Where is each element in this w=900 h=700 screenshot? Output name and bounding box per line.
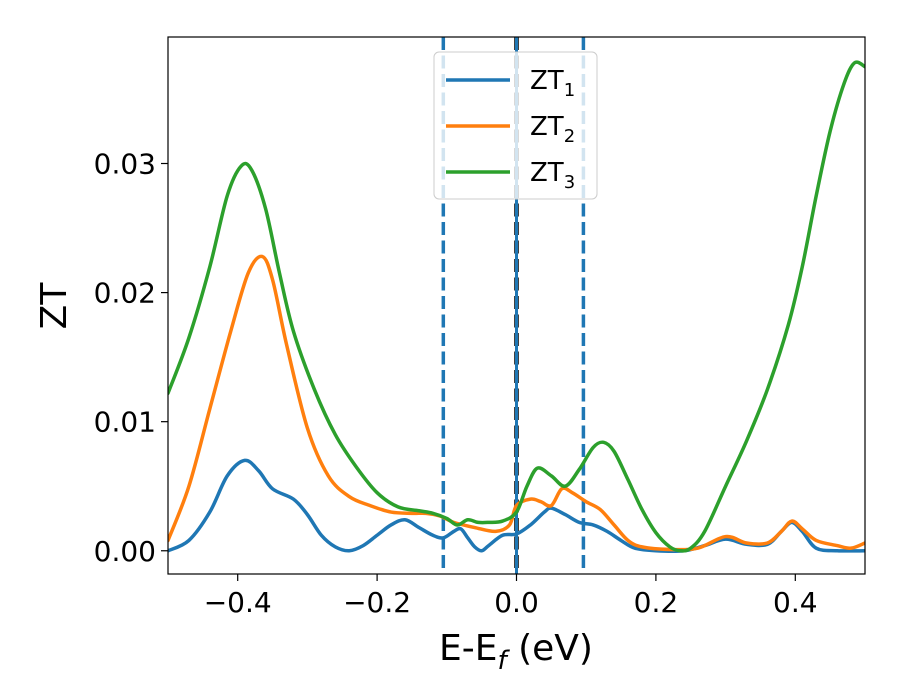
y-tick-label: 0.01 (94, 406, 156, 439)
legend-entry-zt3: ZT3 (446, 158, 575, 193)
series-line-zt1 (168, 458, 865, 554)
y-axis-ticks: 0.00 0.01 0.02 0.03 (94, 148, 168, 568)
series-lines (168, 60, 865, 554)
x-axis-title-unit: (eV) (507, 628, 593, 669)
x-tick-label: 0.0 (494, 586, 539, 619)
legend-label: ZT1 (530, 66, 575, 101)
x-tick-label: −0.2 (343, 586, 411, 619)
x-tick-label: −0.4 (204, 586, 272, 619)
y-tick-label: 0.00 (94, 535, 156, 568)
y-tick-label: 0.03 (94, 148, 156, 181)
legend-box (433, 51, 598, 200)
x-axis-title: E-Ef (eV) (439, 628, 593, 676)
x-axis-ticks: −0.4 −0.2 0.0 0.2 0.4 (204, 574, 818, 619)
legend-label: ZT2 (530, 112, 575, 147)
y-axis-title: ZT (34, 282, 75, 330)
x-tick-label: 0.2 (634, 586, 679, 619)
legend-entry-zt1: ZT1 (446, 66, 575, 101)
y-tick-label: 0.02 (94, 277, 156, 310)
x-tick-label: 0.4 (773, 586, 818, 619)
legend: ZT1 ZT2 ZT3 (433, 51, 598, 200)
legend-entry-zt2: ZT2 (446, 112, 575, 147)
legend-label: ZT3 (530, 158, 575, 193)
series-line-zt3 (168, 60, 865, 553)
series-line-zt2 (168, 254, 865, 552)
